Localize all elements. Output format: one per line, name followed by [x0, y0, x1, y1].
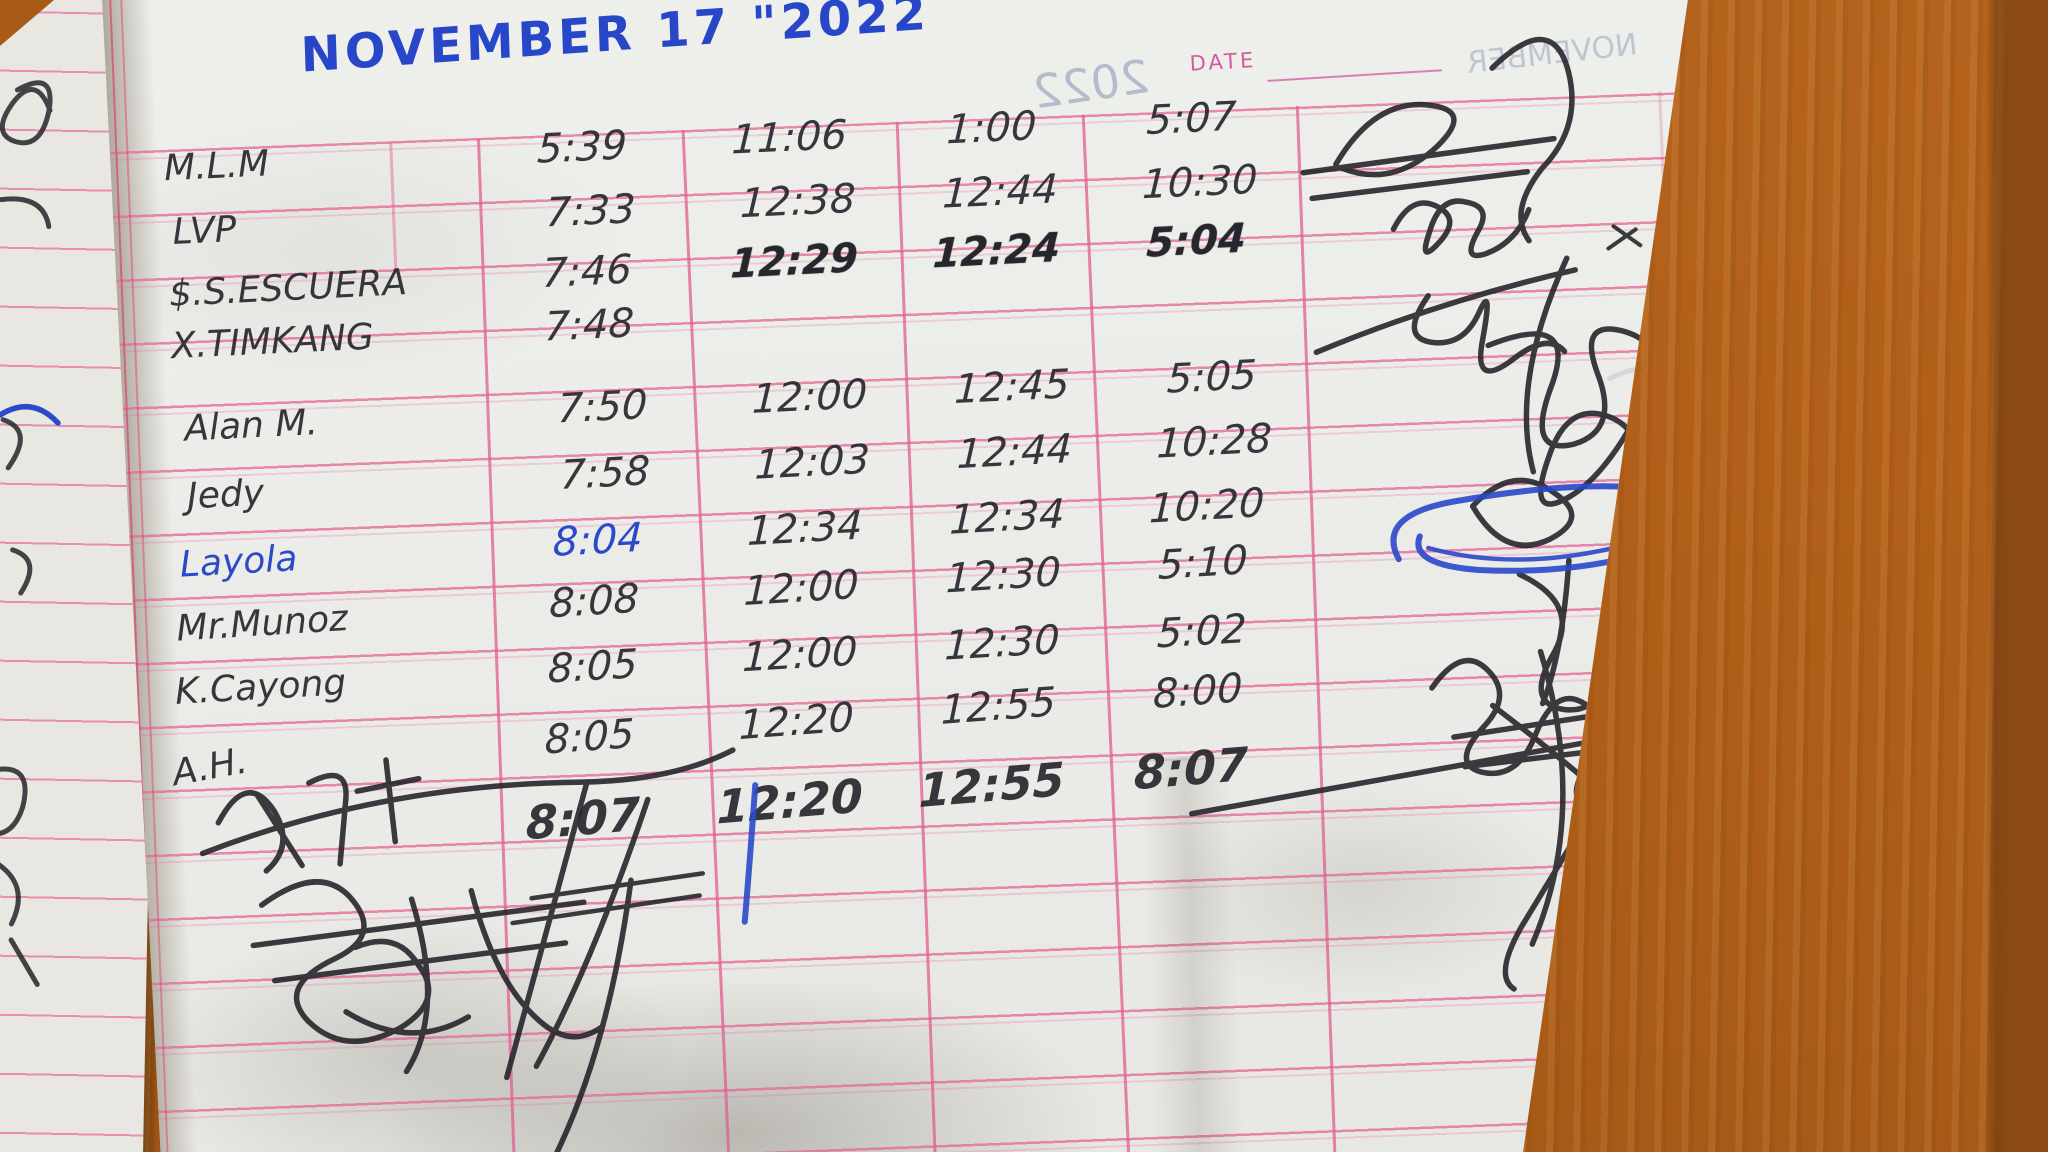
- time-cell: 12:44: [956, 425, 1073, 479]
- name-cell: X.TIMKANG: [170, 316, 375, 368]
- time-cell: 12:00: [743, 561, 860, 616]
- time-cell: 8:08: [548, 575, 640, 628]
- time-cell: 12:38: [739, 175, 857, 228]
- time-cell: 12:30: [945, 548, 1062, 603]
- name-cell: A.H.: [169, 740, 251, 795]
- time-cell: 7:50: [556, 381, 649, 433]
- name-cell: Mr.Munoz: [175, 597, 350, 650]
- time-cell: 8:05: [547, 641, 639, 693]
- time-cell: 10:30: [1141, 156, 1259, 209]
- page-title-date: NOVEMBER 17 "2022: [299, 0, 931, 84]
- time-cell: 10:20: [1148, 479, 1266, 533]
- bleedthrough-ghost-scribble: [1594, 975, 1688, 1035]
- time-cell: 8:04: [552, 514, 644, 566]
- time-cell: 12:55: [918, 751, 1065, 818]
- printed-date-label: DATE: [1188, 47, 1257, 76]
- name-cell: Jedy: [186, 472, 266, 518]
- time-cell: 12:03: [753, 436, 871, 489]
- time-cell: 10:28: [1155, 415, 1273, 468]
- printed-date-rule: [1267, 69, 1442, 82]
- time-cell: 7:48: [543, 300, 635, 351]
- bleedthrough-month-text: NOVEMBER: [1465, 27, 1640, 81]
- time-cell: 12:55: [940, 679, 1057, 734]
- time-cell: 5:07: [1145, 93, 1238, 144]
- name-cell: M.L.M: [163, 143, 270, 190]
- time-cell: 12:00: [751, 371, 869, 423]
- time-cell: 12:30: [943, 616, 1061, 670]
- time-cell: 11:06: [730, 111, 848, 164]
- time-cell: 5:39: [536, 122, 628, 173]
- time-cell: 12:34: [746, 502, 864, 556]
- column-line: [1658, 91, 1704, 1152]
- time-cell: 1:00: [945, 103, 1038, 154]
- name-cell: $.S.ESCUERA: [168, 262, 408, 316]
- time-cell: 12:45: [953, 361, 1071, 413]
- time-cell: 7:33: [544, 186, 637, 237]
- time-cell: 7:46: [541, 246, 633, 298]
- time-cell: 5:05: [1165, 352, 1258, 403]
- time-cell: 12:00: [741, 628, 859, 682]
- time-cell: 12:34: [948, 491, 1066, 544]
- time-cell: 5:10: [1157, 537, 1249, 590]
- name-cell: LVP: [171, 208, 238, 253]
- name-cell: Layola: [178, 538, 299, 586]
- time-cell: 5:02: [1156, 606, 1248, 658]
- paper-crease-shadow: [1139, 754, 1247, 1152]
- name-cell: K.Cayong: [173, 662, 348, 713]
- bleedthrough-ghost-scribble: [1645, 759, 1702, 776]
- time-cell: 12:29: [729, 235, 859, 288]
- time-cell: 5:04: [1145, 215, 1247, 267]
- time-cell: 12:44: [941, 166, 1059, 218]
- table-edge-shadow: [1986, 0, 2048, 1152]
- time-cell: 7:58: [559, 448, 651, 499]
- logbook-page: NOVEMBER 17 "2022 DATE 2022 NOVEMBER M.L…: [70, 0, 1762, 1152]
- time-cell: 12:24: [931, 224, 1061, 278]
- name-cell: Alan M.: [183, 402, 319, 450]
